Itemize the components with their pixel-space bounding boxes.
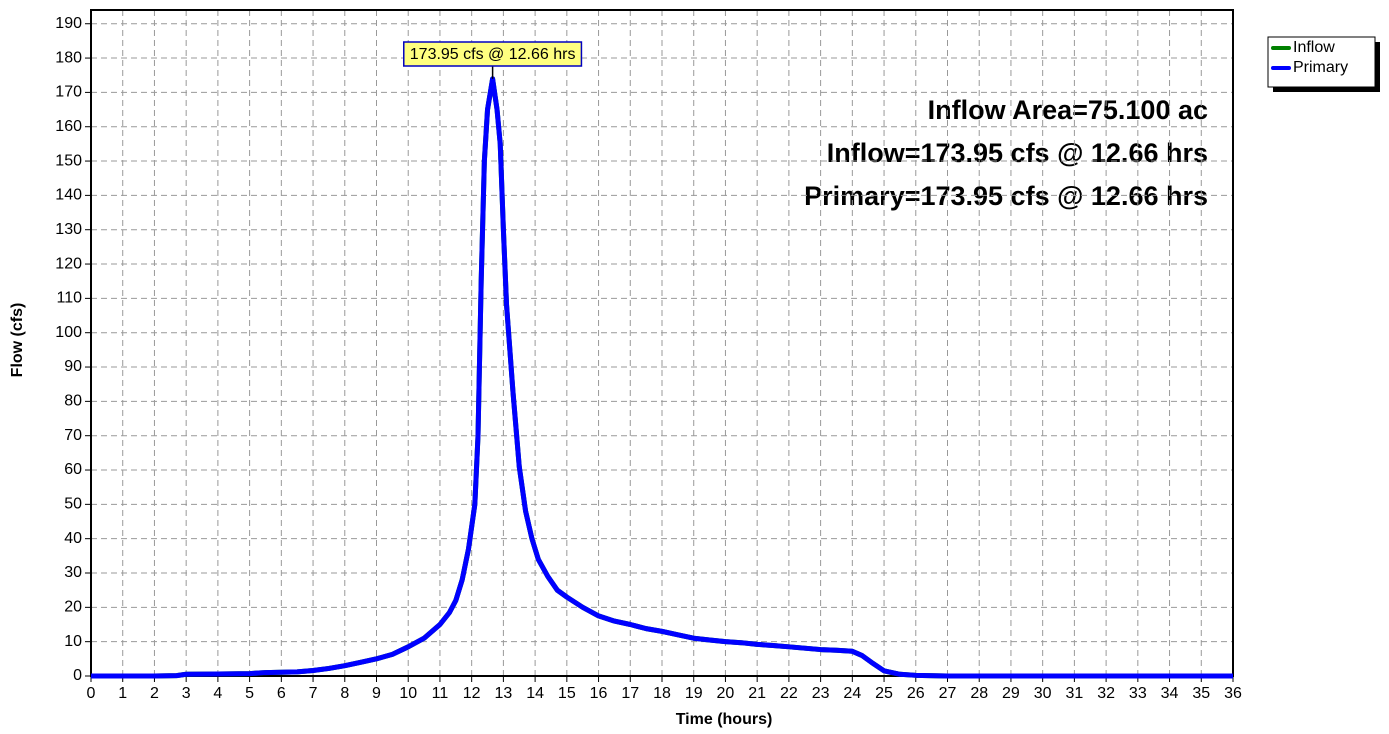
- x-tick-label: 20: [717, 685, 735, 702]
- legend-box: [1267, 36, 1376, 88]
- y-tick-label: 40: [64, 530, 82, 547]
- y-tick-label: 60: [64, 461, 82, 478]
- x-tick-label: 19: [685, 685, 703, 702]
- x-axis-title: Time (hours): [676, 711, 773, 728]
- info-text: Inflow=173.95 cfs @ 12.66 hrs: [827, 138, 1208, 168]
- y-tick-label: 50: [64, 496, 82, 513]
- y-tick-label: 120: [55, 255, 82, 272]
- y-tick-label: 190: [55, 15, 82, 32]
- y-tick-label: 30: [64, 564, 82, 581]
- y-tick-label: 150: [55, 152, 82, 169]
- y-tick-label: 100: [55, 324, 82, 341]
- x-tick-label: 18: [653, 685, 671, 702]
- y-tick-label: 130: [55, 221, 82, 238]
- x-tick-label: 6: [277, 685, 286, 702]
- y-tick-label: 90: [64, 358, 82, 375]
- x-tick-label: 2: [150, 685, 159, 702]
- x-tick-label: 29: [1002, 685, 1020, 702]
- x-tick-label: 22: [780, 685, 798, 702]
- annotation-label: 173.95 cfs @ 12.66 hrs: [410, 46, 576, 63]
- x-tick-label: 28: [970, 685, 988, 702]
- annotation-box: [403, 41, 583, 67]
- x-tick-label: 0: [87, 685, 96, 702]
- x-tick-label: 33: [1129, 685, 1147, 702]
- x-tick-label: 5: [245, 685, 254, 702]
- x-tick-label: 30: [1034, 685, 1052, 702]
- x-tick-label: 3: [182, 685, 191, 702]
- x-tick-label: 14: [526, 685, 544, 702]
- x-tick-label: 27: [939, 685, 957, 702]
- info-text: Inflow Area=75.100 ac: [928, 95, 1208, 125]
- legend-label: Primary: [1293, 59, 1348, 76]
- y-tick-label: 170: [55, 84, 82, 101]
- x-tick-label: 16: [590, 685, 608, 702]
- y-tick-label: 180: [55, 49, 82, 66]
- x-tick-label: 32: [1097, 685, 1115, 702]
- info-text: Primary=173.95 cfs @ 12.66 hrs: [804, 181, 1208, 211]
- y-tick-label: 0: [73, 667, 82, 684]
- x-tick-label: 24: [843, 685, 861, 702]
- x-tick-label: 35: [1192, 685, 1210, 702]
- x-tick-label: 13: [494, 685, 512, 702]
- legend-label: Inflow: [1293, 39, 1335, 56]
- x-tick-label: 25: [875, 685, 893, 702]
- y-tick-label: 10: [64, 633, 82, 650]
- y-axis-title: Flow (cfs): [9, 303, 26, 378]
- x-tick-label: 7: [309, 685, 318, 702]
- x-tick-label: 21: [748, 685, 766, 702]
- x-tick-label: 9: [372, 685, 381, 702]
- x-tick-label: 31: [1065, 685, 1083, 702]
- x-tick-label: 12: [463, 685, 481, 702]
- x-tick-label: 17: [621, 685, 639, 702]
- x-tick-label: 1: [118, 685, 127, 702]
- y-tick-label: 110: [56, 290, 82, 307]
- y-tick-label: 160: [55, 118, 82, 135]
- x-tick-label: 23: [812, 685, 830, 702]
- x-tick-label: 15: [558, 685, 576, 702]
- x-tick-label: 36: [1224, 685, 1242, 702]
- x-tick-label: 4: [213, 685, 222, 702]
- plot-frame: [90, 9, 1234, 677]
- series-line: [91, 76, 1233, 679]
- x-tick-label: 26: [907, 685, 925, 702]
- y-tick-label: 80: [64, 393, 82, 410]
- x-tick-label: 34: [1161, 685, 1179, 702]
- y-tick-label: 70: [64, 427, 82, 444]
- y-tick-label: 20: [64, 599, 82, 616]
- x-tick-label: 11: [432, 685, 449, 702]
- y-tick-label: 140: [55, 187, 82, 204]
- x-tick-label: 8: [340, 685, 349, 702]
- x-tick-label: 10: [399, 685, 417, 702]
